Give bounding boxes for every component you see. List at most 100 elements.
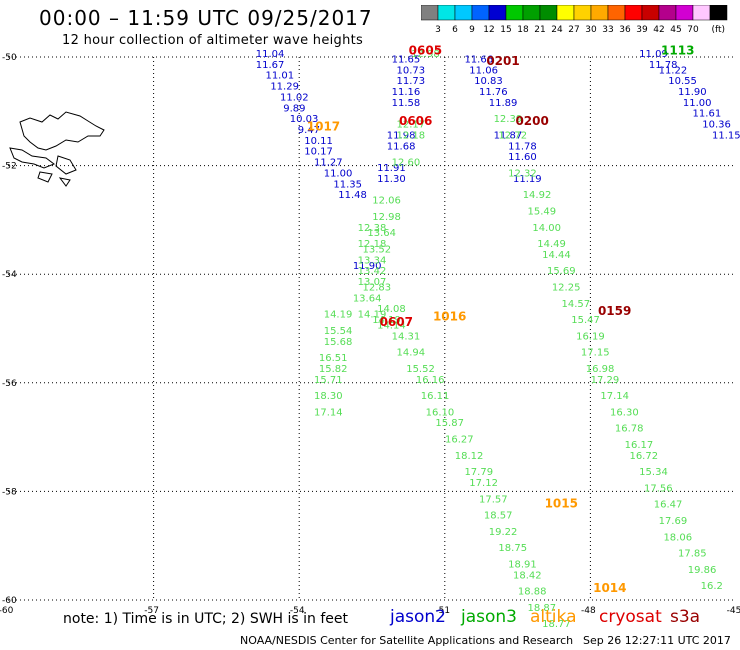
pass-time-label: 1113 <box>661 43 694 57</box>
island-outline <box>9 147 56 169</box>
falkland-islands-land <box>9 111 105 187</box>
swh-value-jason2: 11.48 <box>338 190 367 201</box>
colorbar-tick-label: 21 <box>534 25 545 35</box>
swh-value-jason3: 16.11 <box>421 391 450 402</box>
swh-value-jason3: 18.87 <box>528 603 557 614</box>
swh-value-jason2: 11.61 <box>693 109 722 120</box>
swh-value-jason3: 13.64 <box>367 228 396 239</box>
colorbar-tick-label: 42 <box>653 25 664 35</box>
swh-value-jason3: 14.19 <box>372 315 401 326</box>
y-tick-label: -54 <box>2 270 17 280</box>
swh-value-jason3: 17.12 <box>469 478 498 489</box>
swh-value-jason3: 17.56 <box>644 483 673 494</box>
swh-value-jason2: 9.89 <box>283 103 305 114</box>
swh-value-jason3: 16.16 <box>416 375 445 386</box>
swh-value-jason2: 11.27 <box>314 158 343 169</box>
swh-value-jason3: 15.47 <box>571 315 600 326</box>
pass-time-label: 1014 <box>593 581 626 595</box>
swh-value-jason2: 11.90 <box>678 87 707 98</box>
legend-jason3: jason3 <box>461 607 517 627</box>
x-tick-label: -60 <box>0 606 14 616</box>
swh-value-jason2: 11.22 <box>659 65 688 76</box>
swh-value-jason3: 12.18 <box>397 130 426 141</box>
x-tick-label: -54 <box>290 606 305 616</box>
x-tick-label: -51 <box>435 606 450 616</box>
swh-value-jason2: 11.78 <box>508 141 537 152</box>
swh-value-jason3: 12.98 <box>372 212 401 223</box>
swh-value-jason2: 11.16 <box>392 87 421 98</box>
swh-value-jason3: 16.78 <box>615 424 644 435</box>
swh-value-jason2: 10.55 <box>668 76 697 87</box>
swh-value-jason2: 11.87 <box>494 130 523 141</box>
colorbar-tick-label: 27 <box>568 25 579 35</box>
legend-altika: altika <box>530 607 577 627</box>
swh-value-jason2: 11.02 <box>280 92 309 103</box>
pass-time-label: 1016 <box>433 309 466 323</box>
chart-subtitle: 12 hour collection of altimeter wave hei… <box>62 33 364 48</box>
swh-value-jason2: 11.09 <box>639 49 668 60</box>
swh-value-jason3: 12.32 <box>508 168 537 179</box>
swh-value-jason3: 14.08 <box>377 304 406 315</box>
swh-value-jason2: 10.11 <box>304 136 333 147</box>
colorbar-unit: (ft) <box>711 25 725 35</box>
swh-value-jason3: 18.42 <box>513 570 542 581</box>
legend-cryosat: cryosat <box>599 607 662 627</box>
colorbar-tick-label: 15 <box>500 25 511 35</box>
swh-value-jason2: 11.01 <box>265 71 294 82</box>
swh-value-jason2: 11.60 <box>508 152 537 163</box>
pass-time-label: 0201 <box>486 54 519 68</box>
swh-value-jason3: 17.79 <box>464 467 493 478</box>
swh-value-jason2: 11.00 <box>324 168 353 179</box>
swh-value-jason2: 10.73 <box>397 65 426 76</box>
swh-value-jason2: 11.76 <box>479 87 508 98</box>
pass-time-labels: 0605 0201 1113 1017 0606 0200 1016 0607 0159 1015… <box>307 43 695 595</box>
swh-value-jason3: 16.47 <box>654 500 683 511</box>
swh-value-jason2: 11.66 <box>464 54 493 65</box>
swh-value-jason3: 17.15 <box>581 348 610 359</box>
swh-value-jason2: 11.90 <box>353 261 382 272</box>
swh-value-jason3: 15.87 <box>435 418 464 429</box>
swh-value-jason3: 19.22 <box>489 527 518 538</box>
swh-value-jason3: 17.29 <box>591 375 620 386</box>
swh-value-jason2: 11.67 <box>256 60 285 71</box>
pass-time-label: 0159 <box>598 304 631 318</box>
swh-value-jason2: 9.47 <box>298 125 320 136</box>
colorbar-tick-label: 6 <box>452 25 458 35</box>
colorbar-tick-label: 39 <box>636 25 648 35</box>
x-tick-label: -48 <box>581 606 596 616</box>
swh-value-jason3: 14.31 <box>392 331 421 342</box>
swh-value-jason3: 14.19 <box>324 310 353 321</box>
wave-height-colorbar: 3 6 9 12 15 18 21 24 27 30 33 36 39 42 45 70 (ft) <box>421 5 728 35</box>
axes: -60 -57 -54 -51 -48 -45 -50 -52 -54 -56 -58 -60 <box>0 53 740 616</box>
swh-value-jason3: 14.00 <box>532 223 561 234</box>
y-tick-label: -60 <box>2 596 17 606</box>
swh-value-jason3: 16.10 <box>426 407 455 418</box>
swh-value-jason3: 12.72 <box>498 130 527 141</box>
colorbar-tick-label: 18 <box>517 25 529 35</box>
colorbar-tick-label: 33 <box>602 25 613 35</box>
colorbar-tick-label: 36 <box>619 25 631 35</box>
swh-value-jason2: 11.06 <box>469 65 498 76</box>
swh-value-jason3: 19.86 <box>688 565 717 576</box>
swh-value-jason3: 17.14 <box>600 391 629 402</box>
swh-value-jason3: 16.30 <box>610 407 639 418</box>
swh-value-jason3: 12.98 <box>411 49 440 60</box>
data-points: 11.0411.6711.0111.2911.029.8910.039.4710… <box>256 49 740 630</box>
swh-value-jason3: 12.39 <box>494 114 523 125</box>
swh-value-jason3: 17.57 <box>479 494 508 505</box>
island-outline <box>37 171 53 183</box>
units-note: note: 1) Time is in UTC; 2) SWH is in fe… <box>63 611 349 627</box>
swh-value-jason3: 18.88 <box>518 587 547 598</box>
swh-value-jason3: 13.07 <box>358 277 387 288</box>
swh-value-jason2: 11.04 <box>256 49 285 60</box>
footer-timestamp: Sep 26 12:27:11 UTC 2017 <box>583 634 731 647</box>
island-outline <box>55 155 77 175</box>
colorbar-tick-label: 3 <box>435 25 441 35</box>
swh-value-jason3: 17.69 <box>659 516 688 527</box>
swh-value-jason3: 18.12 <box>455 451 484 462</box>
swh-value-jason3: 14.94 <box>397 348 426 359</box>
colorbar-tick-label: 70 <box>687 25 699 35</box>
swh-value-jason2: 11.29 <box>270 82 299 93</box>
swh-value-jason2: 11.78 <box>649 60 678 71</box>
swh-value-jason3: 18.57 <box>484 511 513 522</box>
